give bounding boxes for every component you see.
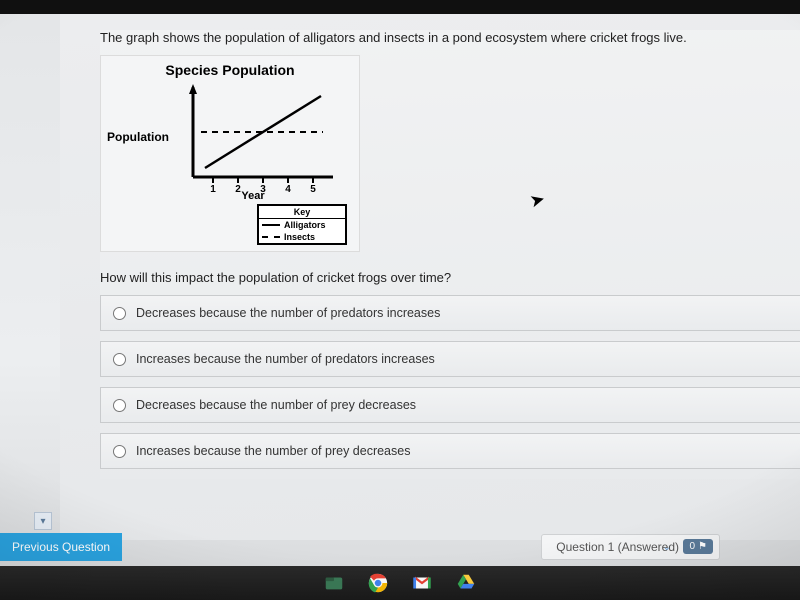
svg-text:4: 4: [285, 184, 291, 192]
question-card: The graph shows the population of alliga…: [100, 30, 800, 479]
radio-icon: [113, 399, 126, 412]
answer-option-c[interactable]: Decreases because the number of prey dec…: [100, 387, 800, 423]
answer-label: Increases because the number of predator…: [136, 352, 435, 366]
legend-row-alligators: Alligators: [259, 219, 345, 231]
answer-list: Decreases because the number of predator…: [100, 295, 800, 469]
flag-badge[interactable]: 0 ⚑: [683, 539, 713, 554]
os-taskbar: [0, 566, 800, 600]
drive-app-icon[interactable]: [455, 572, 477, 594]
legend-label: Alligators: [284, 220, 326, 230]
radio-icon: [113, 353, 126, 366]
answer-label: Increases because the number of prey dec…: [136, 444, 410, 458]
chrome-app-icon[interactable]: [367, 572, 389, 594]
footer-nav: Previous Question Question 1 (Answered) …: [0, 530, 800, 564]
scroll-down-button[interactable]: ▾: [34, 512, 52, 530]
chart-legend: Key Alligators Insects: [257, 204, 347, 245]
answer-label: Decreases because the number of predator…: [136, 306, 440, 320]
content-area: The graph shows the population of alliga…: [60, 14, 800, 540]
question-stem: The graph shows the population of alliga…: [100, 30, 800, 45]
files-app-icon[interactable]: [323, 572, 345, 594]
chevron-down-icon: ⌄: [663, 542, 671, 553]
question-status-dropdown[interactable]: Question 1 (Answered) ⌄ 0 ⚑: [541, 534, 720, 560]
legend-title: Key: [259, 206, 345, 219]
flag-count: 0: [689, 541, 695, 552]
answer-option-a[interactable]: Decreases because the number of predator…: [100, 295, 800, 331]
solid-line-icon: [262, 224, 280, 226]
answer-option-b[interactable]: Increases because the number of predator…: [100, 341, 800, 377]
screen: ▾ The graph shows the population of alli…: [0, 0, 800, 600]
svg-text:1: 1: [210, 184, 216, 192]
browser-topbar: [0, 0, 800, 14]
radio-icon: [113, 445, 126, 458]
flag-icon: ⚑: [698, 541, 707, 552]
chart-plot: 1 2 3 4 5: [173, 82, 343, 192]
previous-question-button[interactable]: Previous Question: [0, 533, 122, 561]
radio-icon: [113, 307, 126, 320]
chart-title: Species Population: [107, 62, 353, 78]
question-sub: How will this impact the population of c…: [100, 270, 800, 285]
dashed-line-icon: [262, 236, 280, 238]
status-label: Question 1 (Answered): [556, 540, 679, 554]
gmail-app-icon[interactable]: [411, 572, 433, 594]
legend-row-insects: Insects: [259, 231, 345, 243]
answer-option-d[interactable]: Increases because the number of prey dec…: [100, 433, 800, 469]
chart-y-axis-label: Population: [107, 130, 169, 144]
svg-text:2: 2: [235, 184, 241, 192]
answer-label: Decreases because the number of prey dec…: [136, 398, 416, 412]
species-population-chart: Species Population Population 1 2: [100, 55, 360, 252]
legend-label: Insects: [284, 232, 315, 242]
svg-text:5: 5: [310, 184, 316, 192]
